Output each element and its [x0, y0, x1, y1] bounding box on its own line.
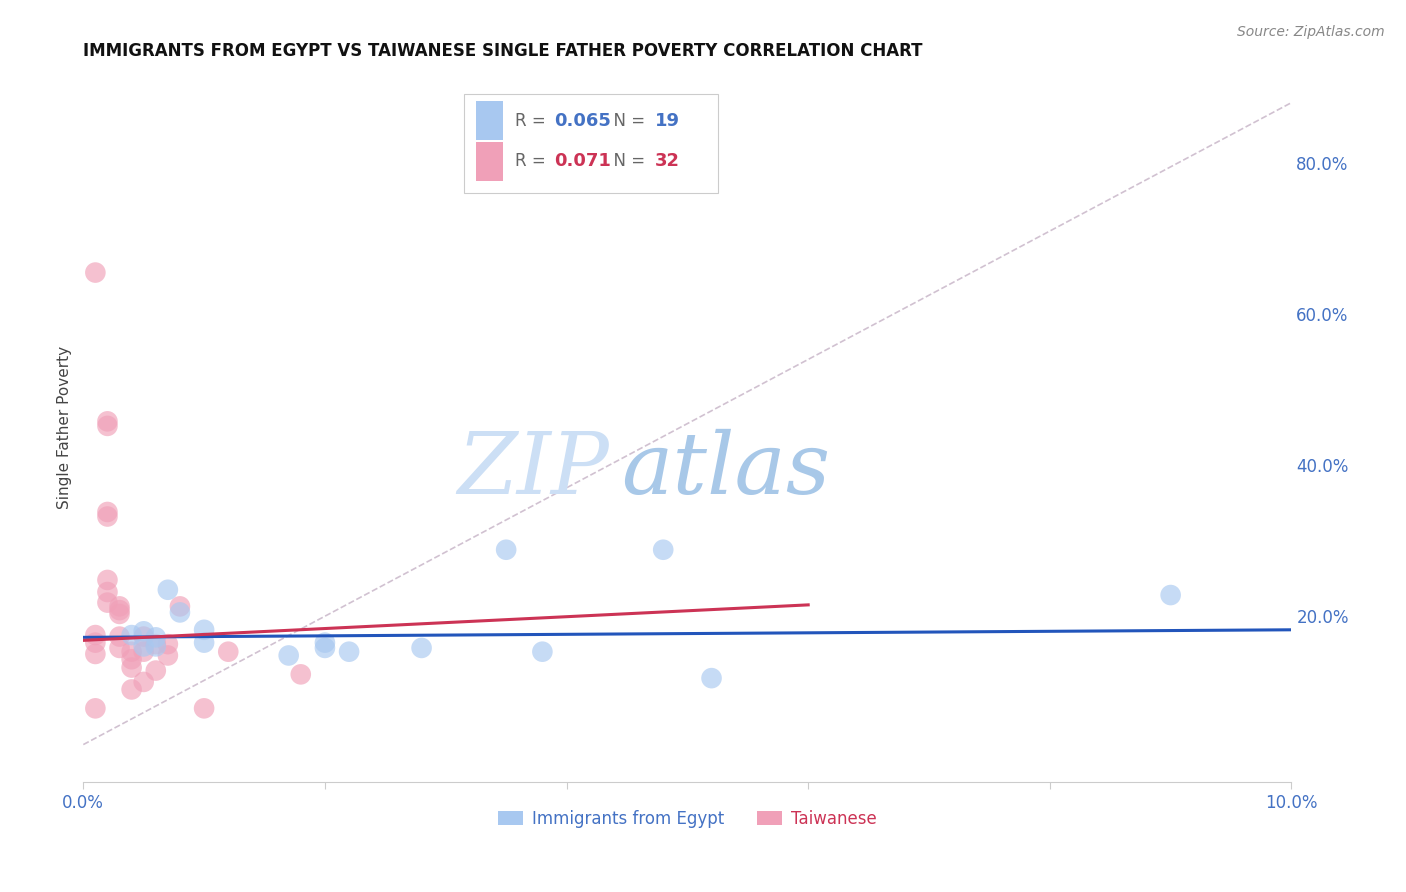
Point: [156, 648, 179, 663]
Point: [132, 630, 155, 644]
Point: [495, 542, 517, 557]
Point: [84, 647, 107, 661]
Point: [156, 582, 179, 597]
Point: [132, 624, 155, 639]
Point: [84, 266, 107, 280]
Point: [84, 628, 107, 642]
Text: N =: N =: [603, 112, 650, 129]
Text: R =: R =: [515, 112, 551, 129]
Text: atlas: atlas: [621, 429, 830, 511]
Point: [96, 418, 118, 433]
Text: 0.065: 0.065: [554, 112, 612, 129]
Point: [108, 630, 131, 644]
Point: [121, 628, 143, 642]
Point: [169, 599, 191, 614]
Point: [277, 648, 299, 663]
Point: [108, 603, 131, 617]
FancyBboxPatch shape: [464, 94, 717, 193]
Y-axis label: Single Father Poverty: Single Father Poverty: [58, 346, 72, 509]
Point: [145, 640, 167, 654]
Text: N =: N =: [603, 153, 650, 170]
Point: [121, 652, 143, 666]
Point: [84, 701, 107, 715]
Point: [169, 606, 191, 620]
Text: 0.071: 0.071: [554, 153, 612, 170]
Point: [700, 671, 723, 685]
Point: [96, 505, 118, 519]
Point: [193, 623, 215, 637]
Point: [314, 640, 336, 655]
Legend: Immigrants from Egypt, Taiwanese: Immigrants from Egypt, Taiwanese: [492, 803, 883, 834]
Text: 19: 19: [655, 112, 679, 129]
Point: [193, 701, 215, 715]
Point: [145, 637, 167, 651]
Point: [1160, 588, 1182, 602]
Point: [96, 585, 118, 599]
Point: [145, 664, 167, 678]
Point: [337, 645, 360, 659]
Point: [121, 682, 143, 697]
Point: [96, 596, 118, 610]
Text: ZIP: ZIP: [457, 429, 609, 511]
Point: [108, 607, 131, 621]
Point: [132, 674, 155, 689]
Text: IMMIGRANTS FROM EGYPT VS TAIWANESE SINGLE FATHER POVERTY CORRELATION CHART: IMMIGRANTS FROM EGYPT VS TAIWANESE SINGL…: [83, 42, 922, 60]
Point: [145, 631, 167, 645]
Point: [108, 599, 131, 614]
Bar: [477, 142, 502, 181]
Point: [193, 635, 215, 649]
Point: [121, 660, 143, 674]
Point: [156, 637, 179, 651]
Point: [217, 645, 239, 659]
Point: [96, 573, 118, 587]
Point: [132, 640, 155, 654]
Text: Source: ZipAtlas.com: Source: ZipAtlas.com: [1237, 25, 1385, 39]
Point: [411, 640, 433, 655]
Point: [314, 635, 336, 649]
Point: [84, 635, 107, 649]
Text: R =: R =: [515, 153, 551, 170]
Point: [108, 640, 131, 655]
Point: [96, 414, 118, 428]
Point: [121, 645, 143, 659]
Point: [132, 645, 155, 659]
Bar: [477, 101, 502, 140]
Text: 32: 32: [655, 153, 679, 170]
Point: [290, 667, 312, 681]
Point: [96, 509, 118, 524]
Point: [652, 542, 675, 557]
Point: [531, 645, 554, 659]
